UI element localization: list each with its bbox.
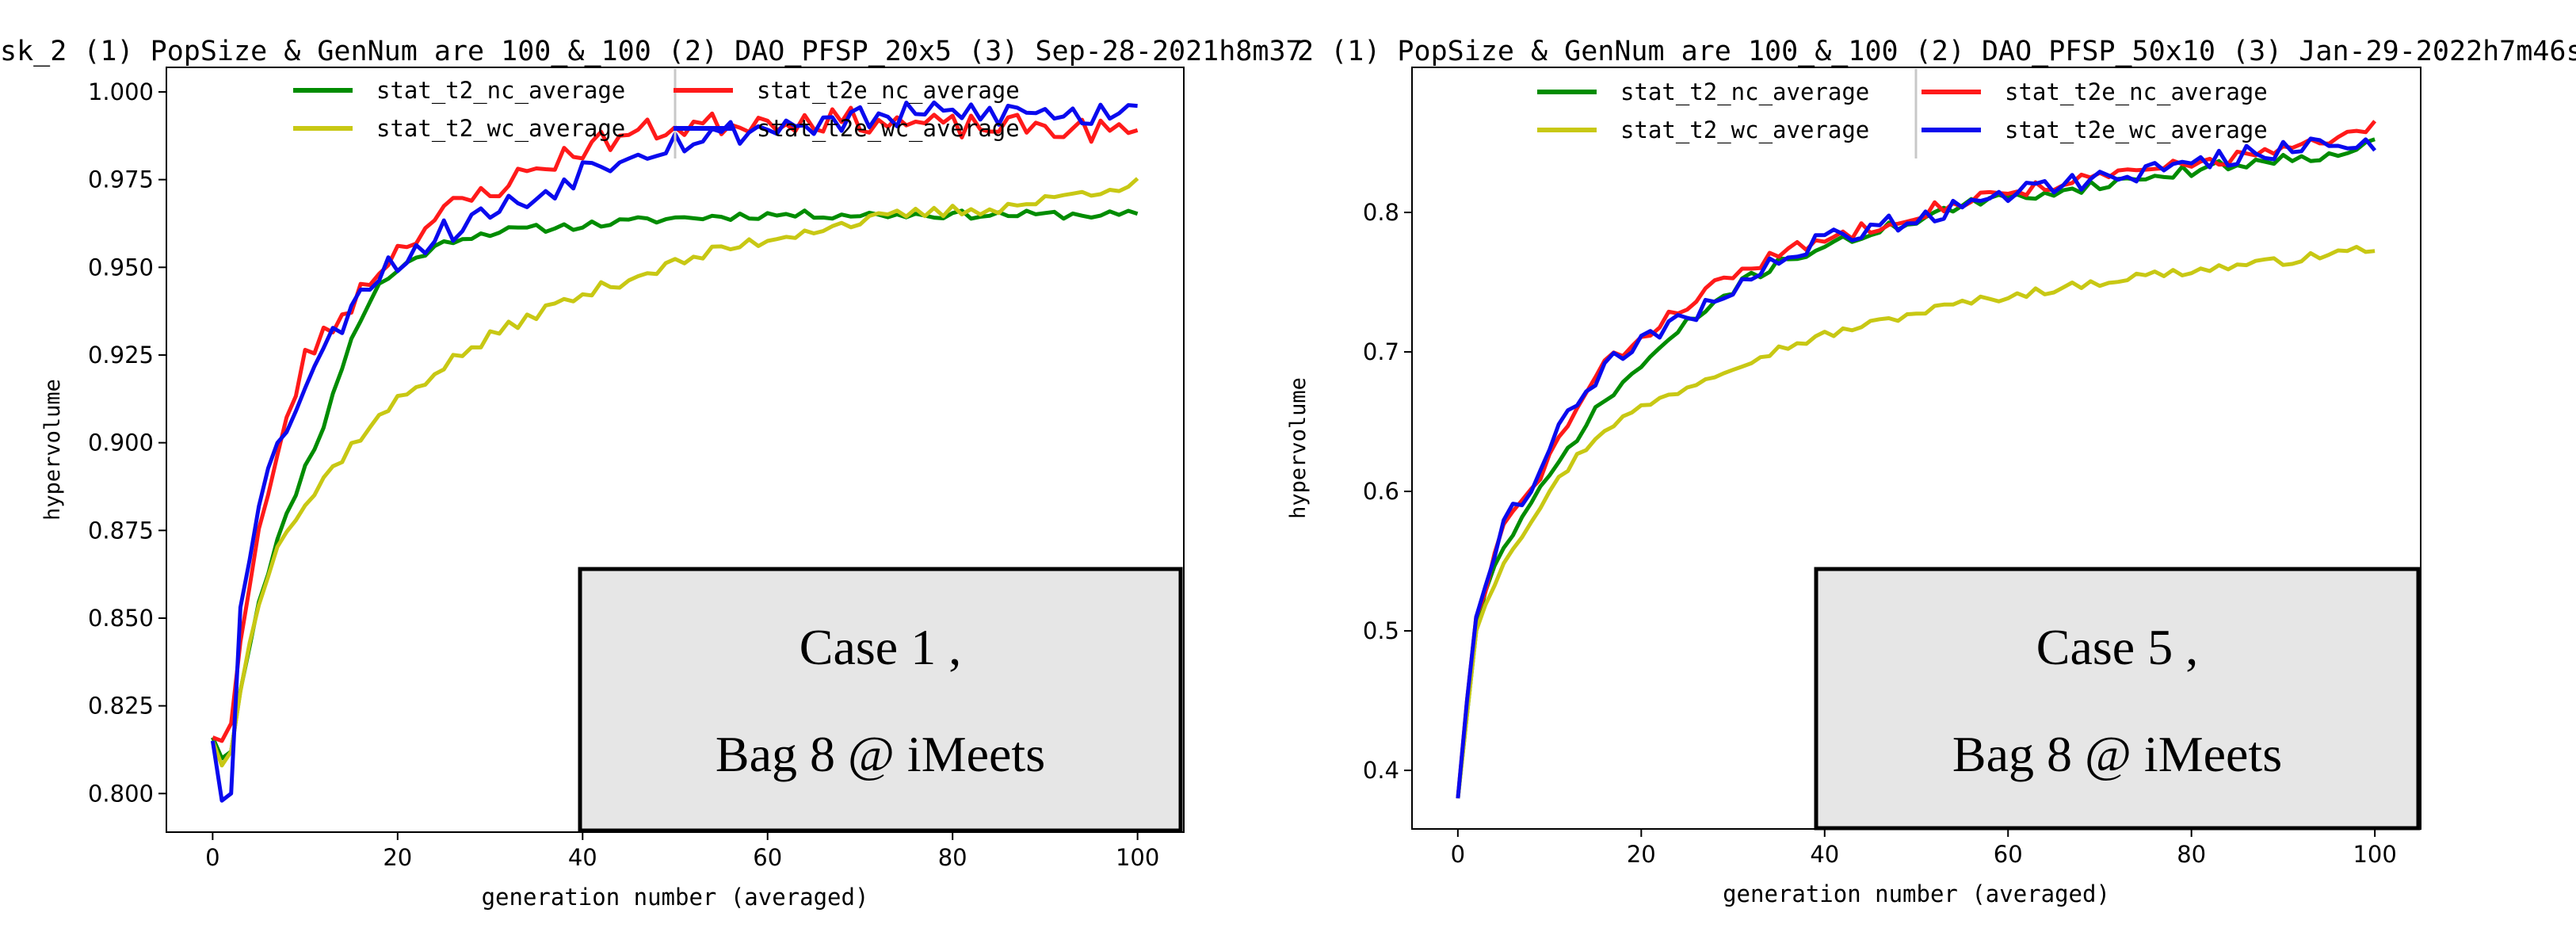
x-tick-label: 100 xyxy=(2353,841,2396,868)
chart-panel-2: 2 (1) PopSize & GenNum are 100_&_100 (2)… xyxy=(1286,36,2576,907)
x-tick-label: 0 xyxy=(1451,841,1465,868)
x-tick-label: 40 xyxy=(1810,841,1839,868)
annotation-case: Case 1 , xyxy=(800,619,961,675)
x-tick-label: 0 xyxy=(205,844,219,871)
series-line-stat_t2e_wc_average xyxy=(1456,136,2377,799)
y-tick-label: 0.5 xyxy=(1363,617,1399,644)
y-tick-label: 1.000 xyxy=(88,78,154,105)
x-tick-label: 20 xyxy=(383,844,412,871)
x-tick-label: 60 xyxy=(753,844,782,871)
legend-label: stat_t2e_wc_average xyxy=(2005,116,2268,144)
annotation-bag: Bag 8 @ iMeets xyxy=(716,726,1045,782)
y-tick-label: 0.975 xyxy=(88,166,154,193)
chart-title: 2 (1) PopSize & GenNum are 100_&_100 (2)… xyxy=(1297,36,2576,67)
legend-label: stat_t2_nc_average xyxy=(376,77,625,105)
series-line-stat_t2_wc_average xyxy=(1456,245,2376,799)
y-tick-label: 0.800 xyxy=(88,780,154,807)
x-tick-label: 40 xyxy=(568,844,597,871)
legend-label: stat_t2_wc_average xyxy=(1620,116,1869,144)
chart-title: sk_2 (1) PopSize & GenNum are 100_&_100 … xyxy=(0,36,1303,67)
chart-panel-1: sk_2 (1) PopSize & GenNum are 100_&_100 … xyxy=(0,36,1303,911)
x-tick-label: 80 xyxy=(2177,841,2206,868)
series-line-stat_t2_wc_average xyxy=(211,177,1139,768)
y-axis-label: hypervolume xyxy=(1286,377,1311,519)
y-tick-label: 0.8 xyxy=(1363,199,1399,226)
annotation-case: Case 5 , xyxy=(2036,619,2198,675)
y-tick-label: 0.900 xyxy=(88,430,154,456)
annotation-bag: Bag 8 @ iMeets xyxy=(1952,726,2282,782)
legend-label: stat_t2e_nc_average xyxy=(2005,78,2268,106)
y-tick-label: 0.925 xyxy=(88,342,154,369)
y-tick-label: 0.4 xyxy=(1363,757,1399,784)
y-tick-label: 0.7 xyxy=(1363,338,1399,365)
y-tick-label: 0.950 xyxy=(88,254,154,281)
legend-label: stat_t2_nc_average xyxy=(1620,78,1869,106)
legend-label: stat_t2e_wc_average xyxy=(757,115,1020,143)
y-axis-label: hypervolume xyxy=(40,379,65,521)
x-axis-label: generation number (averaged) xyxy=(1723,880,2110,907)
legend-label: stat_t2e_nc_average xyxy=(757,77,1020,105)
legend-label: stat_t2_wc_average xyxy=(376,115,625,143)
annotation-box xyxy=(578,567,1183,833)
x-axis-label: generation number (averaged) xyxy=(482,884,869,911)
x-tick-label: 60 xyxy=(1994,841,2023,868)
x-tick-label: 80 xyxy=(938,844,967,871)
y-tick-label: 0.875 xyxy=(88,517,154,544)
series-line-stat_t2_nc_average xyxy=(211,208,1139,761)
y-tick-label: 0.6 xyxy=(1363,478,1399,505)
y-tick-label: 0.850 xyxy=(88,605,154,632)
y-tick-label: 0.825 xyxy=(88,693,154,720)
x-tick-label: 100 xyxy=(1116,844,1159,871)
annotation-box xyxy=(1814,567,2421,831)
x-tick-label: 20 xyxy=(1627,841,1656,868)
